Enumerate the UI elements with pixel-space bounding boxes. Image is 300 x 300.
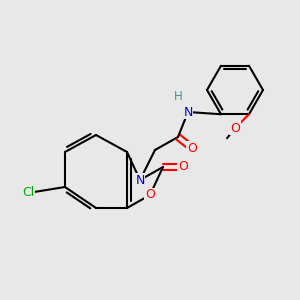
Text: Cl: Cl — [22, 187, 34, 200]
Text: O: O — [187, 142, 197, 154]
Text: O: O — [178, 160, 188, 173]
Text: H: H — [174, 91, 182, 103]
Text: N: N — [135, 173, 145, 187]
Text: N: N — [183, 106, 193, 118]
Text: O: O — [145, 188, 155, 202]
Text: O: O — [230, 122, 240, 135]
